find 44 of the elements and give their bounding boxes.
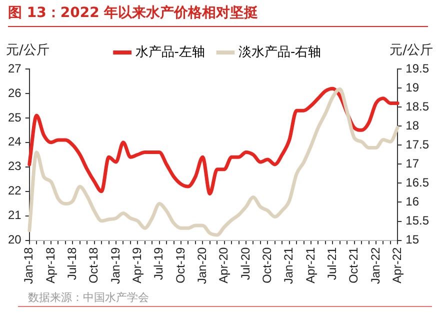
y2-tick-label: 18.5 xyxy=(406,99,430,114)
x-tick-label: Jul-19 xyxy=(152,246,166,280)
y-tick-label: 23 xyxy=(8,159,22,174)
x-tick-label: Oct-18 xyxy=(86,246,101,284)
y-tick-label: 21 xyxy=(8,208,22,222)
y2-axis-title: 元/公斤 xyxy=(390,42,433,58)
x-tick-label: Apr-19 xyxy=(130,246,144,284)
y2-tick-label: 19.5 xyxy=(406,61,430,76)
x-tick-label: Jan-19 xyxy=(108,246,122,284)
x-tick-label: Jul-20 xyxy=(238,246,252,280)
x-tick-label: Jan-22 xyxy=(368,246,382,284)
y-tick-label: 26 xyxy=(8,86,22,100)
legend-label: 水产品-左轴 xyxy=(135,44,206,60)
y2-tick-label: 17 xyxy=(406,156,420,170)
x-tick-label: Oct-21 xyxy=(346,246,361,284)
y-tick-label: 24 xyxy=(8,134,22,149)
y-tick-label: 20 xyxy=(8,232,22,247)
x-tick-label: Apr-22 xyxy=(390,246,404,284)
y2-tick-label: 17.5 xyxy=(406,137,430,152)
chart-title: 图 13：2022 年以来水产价格相对坚挺 xyxy=(8,4,258,22)
line-series xyxy=(28,86,400,196)
x-tick-label: Jan-21 xyxy=(282,246,296,284)
legend-label: 淡水产品-右轴 xyxy=(238,44,322,60)
y2-tick-label: 19 xyxy=(406,80,420,94)
x-tick-label: Jan-18 xyxy=(22,246,36,284)
y-tick-label: 22 xyxy=(8,184,22,198)
y2-tick-label: 16 xyxy=(406,194,420,209)
y2-tick-label: 16.5 xyxy=(406,176,430,190)
y2-tick-label: 18 xyxy=(406,118,420,132)
y2-tick-label: 15.5 xyxy=(406,214,430,228)
y-tick-label: 27 xyxy=(8,61,22,76)
x-tick-label: Apr-20 xyxy=(216,246,231,284)
x-tick-label: Apr-21 xyxy=(303,246,318,284)
line-series xyxy=(28,87,400,237)
x-tick-label: Jul-18 xyxy=(64,246,79,280)
x-tick-label: Apr-18 xyxy=(43,246,58,284)
x-tick-label: Oct-19 xyxy=(173,246,188,284)
source-note: 数据来源：中国水产学会 xyxy=(28,290,149,305)
y-tick-label: 25 xyxy=(8,110,22,124)
x-tick-label: Jul-21 xyxy=(324,246,339,280)
y-axis-title: 元/公斤 xyxy=(6,42,50,58)
x-tick-label: Oct-20 xyxy=(260,246,274,284)
x-tick-label: Jan-20 xyxy=(194,246,209,284)
y2-tick-label: 15 xyxy=(406,232,420,247)
